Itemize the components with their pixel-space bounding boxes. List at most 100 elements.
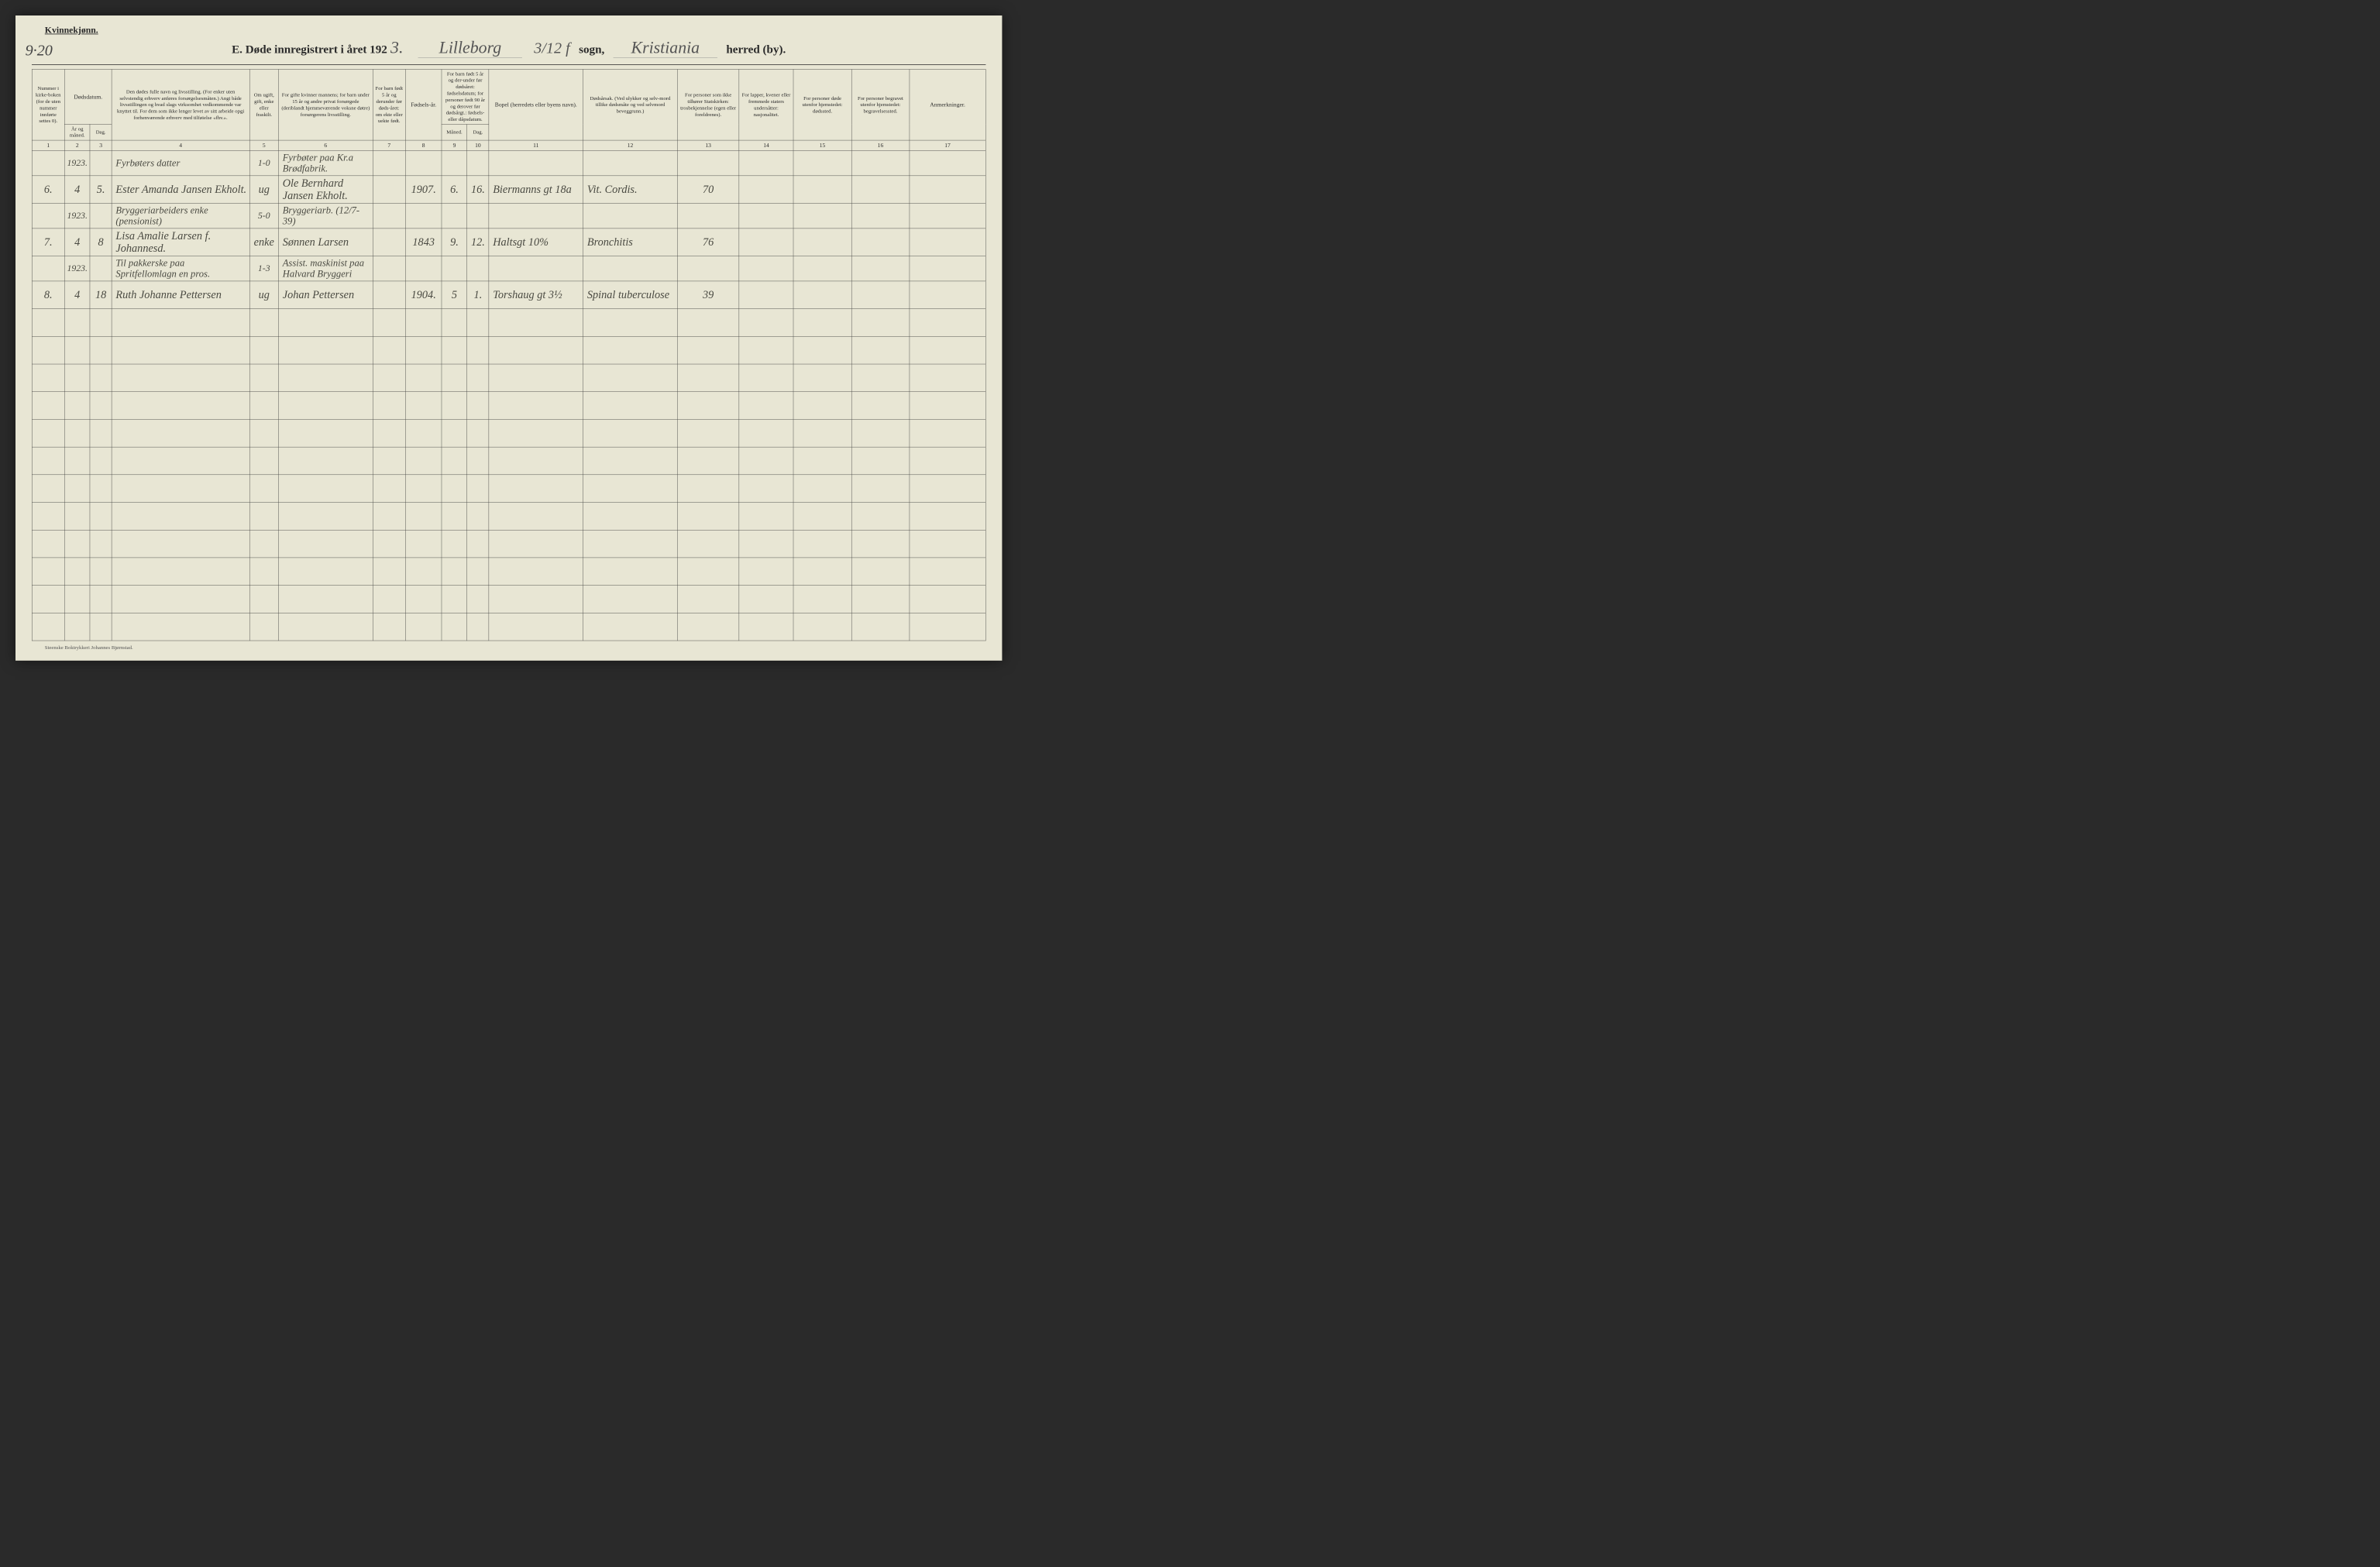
table-row-empty <box>32 475 985 503</box>
cell-empty <box>793 585 851 613</box>
cell-empty <box>583 419 678 447</box>
cell-occupation: Bryggeriarbeiders enke (pensionist) <box>112 203 249 228</box>
cell-empty <box>467 613 489 641</box>
title-prefix: E. Døde innregistrert i året 192 <box>232 43 387 56</box>
cell-empty <box>467 364 489 392</box>
h-num: Nummer i kirke-boken (for de uten nummer… <box>32 70 64 141</box>
cell-c12 <box>739 176 793 204</box>
cell-num <box>32 150 64 175</box>
cell-empty <box>373 585 405 613</box>
table-row-empty <box>32 502 985 530</box>
ledger-table: Nummer i kirke-boken (for de uten nummer… <box>32 69 985 641</box>
cell-c14 <box>851 229 910 256</box>
cell-empty <box>489 530 583 558</box>
cell-empty <box>489 308 583 336</box>
cell-empty <box>739 475 793 503</box>
cell-provider-occ: Fyrbøter paa Kr.a Brødfabrik. <box>278 150 373 175</box>
cell-occupation: Fyrbøters datter <box>112 150 249 175</box>
table-body-records: 1923.Fyrbøters datter1-0Fyrbøter paa Kr.… <box>32 150 985 308</box>
cell-empty <box>32 336 64 364</box>
h-provider: For gifte kvinner mannens; for barn unde… <box>278 70 373 141</box>
cell-empty <box>677 336 739 364</box>
cell-empty <box>442 308 467 336</box>
cell-empty <box>64 530 90 558</box>
cell-empty <box>278 558 373 586</box>
cell-empty <box>32 419 64 447</box>
cell-empty <box>489 585 583 613</box>
cell-empty <box>677 502 739 530</box>
cell-empty <box>851 308 910 336</box>
cell-year: 1923. <box>64 203 90 228</box>
colnum: 12 <box>583 140 678 150</box>
cell-empty <box>278 336 373 364</box>
cell-empty <box>112 558 249 586</box>
cell-empty <box>677 419 739 447</box>
cell-empty <box>64 447 90 475</box>
cell-provider-occ: Assist. maskinist paa Halvard Bryggeri <box>278 256 373 280</box>
cell-empty <box>583 585 678 613</box>
cell-empty <box>851 475 910 503</box>
cell-empty <box>467 475 489 503</box>
cell-empty <box>249 336 278 364</box>
cell-empty <box>112 308 249 336</box>
table-row-person: 7.48Lisa Amalie Larsen f. Johannesd.enke… <box>32 229 985 256</box>
cell-status: enke <box>249 229 278 256</box>
cell-year: 1923. <box>64 256 90 280</box>
cell-c15 <box>910 176 985 204</box>
h-birthyear: Fødsels-år. <box>405 70 442 141</box>
cell-empty <box>793 613 851 641</box>
cell-empty <box>278 502 373 530</box>
cell-empty <box>112 447 249 475</box>
cell-c14 <box>851 176 910 204</box>
cell-empty <box>373 364 405 392</box>
h-aar-mnd: År og måned. <box>64 124 90 140</box>
table-row-occupation: 1923.Fyrbøters datter1-0Fyrbøter paa Kr.… <box>32 150 985 175</box>
cell-empty <box>793 336 851 364</box>
cell-empty <box>373 475 405 503</box>
cell-empty <box>739 447 793 475</box>
cell-empty <box>442 392 467 420</box>
cell-occupation: Til pakkerske paa Spritfellomlagn en pro… <box>112 256 249 280</box>
colnum: 1 <box>32 140 64 150</box>
cell-year: 1923. <box>64 150 90 175</box>
table-row-empty <box>32 364 985 392</box>
cell-empty <box>467 308 489 336</box>
h-tros: For personer som ikke tilhører Statskirk… <box>677 70 739 141</box>
cell-empty <box>851 585 910 613</box>
cell-empty <box>910 419 985 447</box>
cell-empty <box>489 475 583 503</box>
cell-empty <box>32 585 64 613</box>
cell-empty <box>677 447 739 475</box>
cell-empty <box>249 502 278 530</box>
cell-empty <box>64 392 90 420</box>
cell-aar-mnd: 4 <box>64 176 90 204</box>
cell-empty <box>677 308 739 336</box>
cell-cause: Bronchitis <box>583 229 678 256</box>
cell-empty <box>64 558 90 586</box>
table-row-occupation: 1923. Bryggeriarbeiders enke (pensionist)… <box>32 203 985 228</box>
cell-empty <box>793 419 851 447</box>
cell-empty <box>489 447 583 475</box>
cell-empty <box>793 392 851 420</box>
cell-empty <box>467 419 489 447</box>
cell-status: ug <box>249 281 278 309</box>
cell-num <box>32 203 64 228</box>
cell-empty <box>405 613 442 641</box>
cell-empty <box>442 419 467 447</box>
cell-ekte <box>373 176 405 204</box>
cell-empty <box>249 613 278 641</box>
cell-empty <box>467 447 489 475</box>
h-bopel: Bopel (herredets eller byens navn). <box>489 70 583 141</box>
cell-empty <box>405 585 442 613</box>
cell-empty <box>442 475 467 503</box>
colnum: 9 <box>442 140 467 150</box>
colnum: 5 <box>249 140 278 150</box>
cell-num: 6. <box>32 176 64 204</box>
cell-c11: 70 <box>677 176 739 204</box>
gender-label: Kvinnekjønn. <box>45 26 98 36</box>
cell-empty <box>442 447 467 475</box>
cell-empty <box>90 585 112 613</box>
cell-empty <box>489 613 583 641</box>
cell-c13 <box>793 229 851 256</box>
cell-empty <box>405 558 442 586</box>
